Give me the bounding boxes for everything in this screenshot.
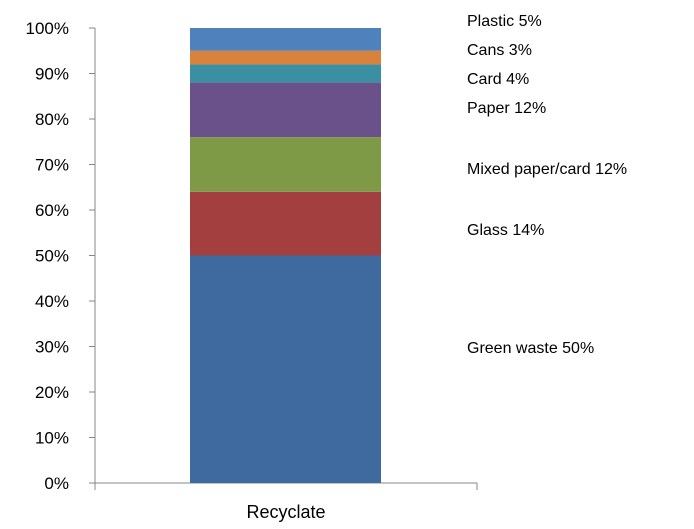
y-tick-label: 30%	[35, 338, 69, 357]
legend-label: Plastic 5%	[467, 13, 542, 30]
y-tick-label: 80%	[35, 110, 69, 129]
y-tick-label: 10%	[35, 429, 69, 448]
legend-label: Mixed paper/card 12%	[467, 161, 627, 178]
y-tick-label: 50%	[35, 247, 69, 266]
y-tick-label: 20%	[35, 383, 69, 402]
y-tick-label: 0%	[44, 474, 69, 493]
legend-label: Glass 14%	[467, 222, 544, 239]
y-tick-group: 0% 10% 20% 30% 40% 50% 60% 70% 80% 90% 100%	[26, 19, 95, 493]
y-tick-label: 60%	[35, 201, 69, 220]
bar-segment-5	[190, 50, 381, 65]
legend: Plastic 5% Cans 3% Card 4% Paper 12% Mixed p…	[467, 13, 627, 357]
y-tick-label: 40%	[35, 292, 69, 311]
legend-label: Card 4%	[467, 71, 529, 88]
bar-segment-0	[190, 255, 381, 483]
x-category-label: Recyclate	[246, 502, 325, 522]
x-axis	[94, 482, 478, 490]
bar-segment-2	[190, 137, 381, 192]
legend-label: Green waste 50%	[467, 340, 594, 357]
y-tick-label: 100%	[26, 19, 69, 38]
legend-label: Cans 3%	[467, 42, 532, 59]
category-labels: Recyclate	[246, 502, 325, 522]
legend-label: Paper 12%	[467, 100, 546, 117]
y-tick-label: 90%	[35, 65, 69, 84]
bar-segment-4	[190, 64, 381, 83]
bar-segment-1	[190, 191, 381, 256]
bar-segment-3	[190, 82, 381, 138]
bar-stack	[190, 28, 381, 483]
y-tick-label: 70%	[35, 156, 69, 175]
bar-segment-6	[190, 28, 381, 51]
